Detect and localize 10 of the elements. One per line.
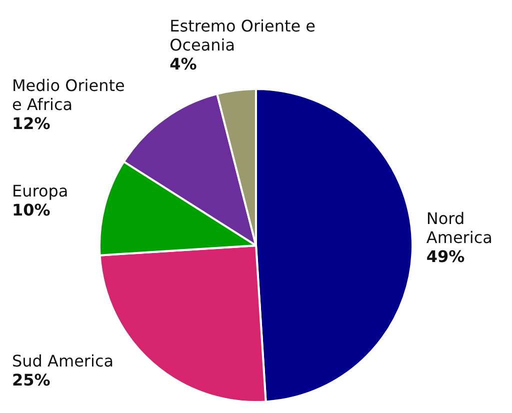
slice-label: Estremo Oriente e Oceania: [170, 16, 316, 54]
slice-label: Medio Oriente e Africa: [12, 76, 125, 114]
data-label: 4%: [170, 54, 197, 74]
data-label: 25%: [12, 370, 50, 390]
slice-label: Europa: [12, 181, 68, 200]
data-label: 49%: [426, 246, 465, 266]
data-label: 10%: [12, 200, 50, 220]
slice-label: Nord America: [426, 208, 492, 247]
slice-label: Sud America: [12, 352, 114, 371]
data-label: 12%: [12, 114, 50, 134]
